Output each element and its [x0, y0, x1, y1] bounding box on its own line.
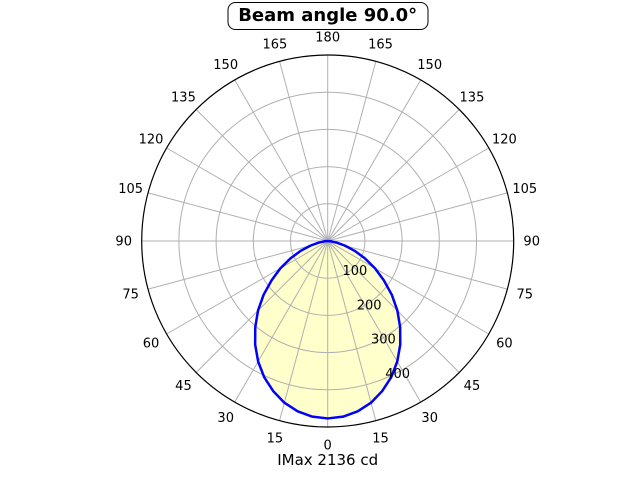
grid-spoke — [147, 240, 328, 290]
angle-tick-label: 30 — [217, 411, 234, 426]
angle-tick-label: 0 — [324, 439, 332, 454]
intensity-curve — [253, 239, 402, 420]
angle-tick-label: 90 — [523, 235, 540, 250]
angle-tick-label: 165 — [262, 38, 287, 53]
grid-spoke — [327, 240, 508, 290]
grid-spoke — [166, 240, 328, 335]
angle-tick-label: 60 — [496, 337, 513, 352]
angle-tick-label: 150 — [213, 58, 238, 73]
angle-tick-label: 165 — [368, 38, 393, 53]
angle-tick-label: 150 — [417, 58, 442, 73]
grid-spoke — [195, 109, 329, 242]
outer-circle — [141, 54, 515, 428]
grid-spoke — [327, 240, 490, 335]
angle-tick-label: 15 — [267, 432, 284, 447]
grid-spoke — [327, 147, 490, 242]
angle-tick-label: 90 — [115, 235, 132, 250]
grid-spoke — [327, 240, 460, 373]
grid-spoke — [166, 147, 328, 242]
angle-tick-label: 120 — [492, 133, 517, 148]
grid-spoke — [327, 240, 377, 421]
imax-label: IMax 2136 cd — [277, 451, 379, 469]
angle-tick-label: 105 — [512, 182, 537, 197]
grid-spoke — [147, 192, 328, 242]
chart-title: Beam angle 90.0° — [238, 5, 418, 26]
angle-tick-label: 60 — [143, 337, 160, 352]
angle-tick-label: 135 — [171, 90, 196, 105]
grid-spoke — [327, 61, 377, 242]
angle-tick-label: 120 — [139, 133, 164, 148]
angle-tick-label: 45 — [464, 379, 481, 394]
grid-spoke — [279, 61, 329, 242]
radial-tick-label: 300 — [371, 333, 396, 348]
angle-tick-label: 15 — [372, 432, 389, 447]
grid-spoke — [327, 240, 422, 403]
radial-tick-label: 100 — [343, 264, 368, 279]
angle-tick-label: 30 — [421, 411, 438, 426]
grid-spoke — [327, 109, 460, 242]
angle-tick-label: 75 — [516, 287, 533, 302]
title-box: Beam angle 90.0° — [227, 2, 429, 30]
angle-tick-label: 75 — [122, 287, 139, 302]
grid-spoke — [279, 240, 329, 421]
angle-tick-label: 135 — [460, 90, 485, 105]
grid-spoke — [234, 240, 329, 403]
angle-tick-label: 180 — [315, 31, 340, 46]
angle-tick-label: 45 — [175, 379, 192, 394]
grid-spoke — [327, 79, 422, 242]
grid-spoke — [234, 79, 329, 242]
radial-tick-label: 400 — [385, 367, 410, 382]
angle-tick-label: 105 — [118, 182, 143, 197]
radial-tick-label: 200 — [357, 298, 382, 313]
grid-spoke — [327, 192, 508, 242]
grid-spoke — [195, 240, 329, 373]
